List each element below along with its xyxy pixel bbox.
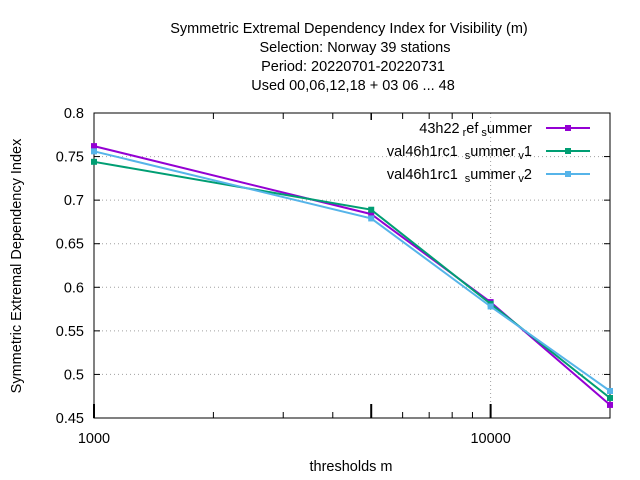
series-1 (91, 143, 613, 408)
legend-item: val46h1rc1 summer v2 (387, 167, 590, 185)
legend-label: 43h22 ref summer (419, 121, 532, 139)
y-tick-label: 0.65 (56, 237, 84, 253)
title-line-4: Used 00,06,12,18 + 03 06 ... 48 (251, 78, 455, 94)
legend-marker (565, 125, 571, 131)
title-line-1: Symmetric Extremal Dependency Index for … (170, 21, 528, 37)
x-axis-label: thresholds m (309, 459, 392, 475)
y-tick-label: 0.55 (56, 324, 84, 340)
data-point (368, 215, 375, 222)
legend-item: val46h1rc1 summer v1 (387, 144, 590, 162)
y-axis-ticks: 0.45 0.5 0.55 0.6 0.65 0.7 0.75 0.8 (56, 106, 610, 427)
legend-label: val46h1rc1 summer v2 (387, 167, 532, 185)
series-line (93, 150, 611, 392)
y-axis-label: Symmetric Extremal Dependency Index (9, 138, 25, 393)
data-point (91, 158, 97, 165)
data-point (607, 394, 613, 401)
chart-title: Symmetric Extremal Dependency Index for … (170, 21, 528, 94)
series-3 (91, 148, 613, 394)
y-tick-label: 0.45 (56, 411, 84, 427)
legend-marker (565, 148, 571, 154)
data-point (607, 387, 613, 394)
data-point (368, 206, 375, 213)
plot-frame (93, 112, 611, 419)
y-tick-label: 0.5 (64, 367, 84, 383)
legend-marker (565, 171, 571, 177)
y-tick-label: 0.8 (64, 106, 84, 122)
title-line-2: Selection: Norway 39 stations (259, 40, 450, 56)
series-line (93, 160, 611, 399)
x-tick-label: 1000 (78, 431, 110, 447)
y-tick-label: 0.6 (64, 280, 84, 296)
x-tick-label: 10000 (470, 431, 510, 447)
data-point (607, 401, 613, 408)
series-2 (91, 158, 613, 401)
y-tick-label: 0.75 (56, 150, 84, 166)
legend-item: 43h22 ref summer (419, 121, 590, 139)
series-line (93, 145, 611, 406)
legend: 43h22 ref summer val46h1rc1 summer v1 val46h1… (387, 121, 590, 185)
data-point (91, 143, 97, 150)
y-tick-label: 0.7 (64, 193, 84, 209)
data-point (368, 211, 375, 218)
series-layer (91, 143, 613, 408)
title-line-3: Period: 20220701-20220731 (261, 59, 445, 75)
grid (94, 113, 610, 418)
data-point (91, 148, 97, 155)
data-point (487, 303, 494, 310)
legend-label: val46h1rc1 summer v1 (387, 144, 532, 162)
